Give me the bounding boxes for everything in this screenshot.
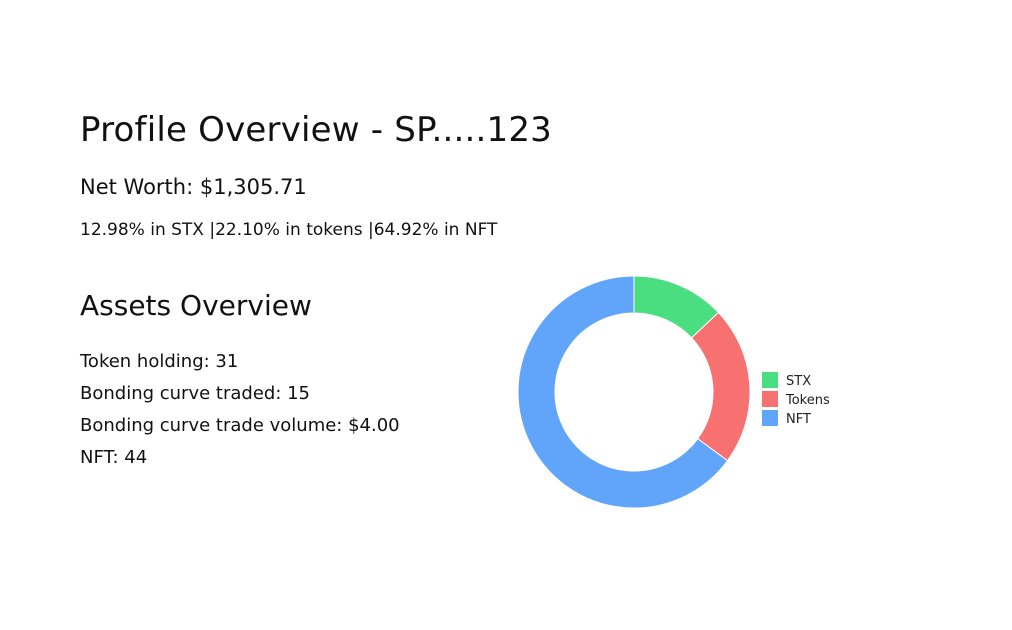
legend-label-tokens[interactable]: Tokens	[785, 393, 830, 408]
donut-slice-nft[interactable]	[517, 275, 729, 509]
assets-donut-chart: STX Tokens NFT	[500, 260, 900, 530]
legend-swatch-nft[interactable]	[762, 410, 778, 426]
allocation-summary: 12.98% in STX |22.10% in tokens |64.92% …	[80, 220, 498, 240]
net-worth: Net Worth: $1,305.71	[80, 175, 307, 199]
stat-bonding-curve-volume: Bonding curve trade volume: $4.00	[80, 415, 400, 436]
legend-swatch-stx[interactable]	[762, 372, 778, 388]
assets-stats-list: Token holding: 31 Bonding curve traded: …	[80, 346, 400, 474]
stat-bonding-curve-traded: Bonding curve traded: 15	[80, 383, 311, 404]
legend-label-nft[interactable]: NFT	[786, 412, 811, 427]
donut-chart-svg: STX Tokens NFT	[517, 275, 830, 509]
legend-label-stx[interactable]: STX	[786, 374, 811, 389]
stat-token-holding: Token holding: 31	[80, 351, 239, 372]
page-title: Profile Overview - SP.....123	[80, 110, 553, 150]
legend-swatch-tokens[interactable]	[762, 391, 778, 407]
assets-overview-heading: Assets Overview	[80, 289, 312, 322]
stat-nft: NFT: 44	[80, 447, 148, 468]
donut-slice-tokens[interactable]	[690, 311, 751, 462]
